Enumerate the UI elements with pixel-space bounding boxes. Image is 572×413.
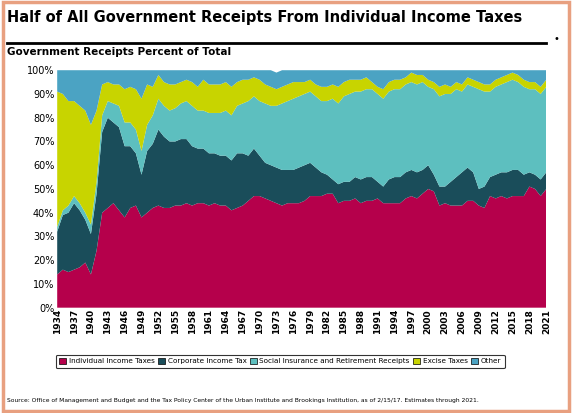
Text: Government Receipts Percent of Total: Government Receipts Percent of Total — [7, 47, 231, 57]
Text: •: • — [554, 34, 559, 44]
Text: Half of All Government Receipts From Individual Income Taxes: Half of All Government Receipts From Ind… — [7, 10, 522, 25]
Text: Source: Office of Management and Budget and the Tax Policy Center of the Urban I: Source: Office of Management and Budget … — [7, 398, 479, 403]
Legend: Individual Income Taxes, Corporate Income Tax, Social Insurance and Retirement R: Individual Income Taxes, Corporate Incom… — [55, 355, 505, 368]
